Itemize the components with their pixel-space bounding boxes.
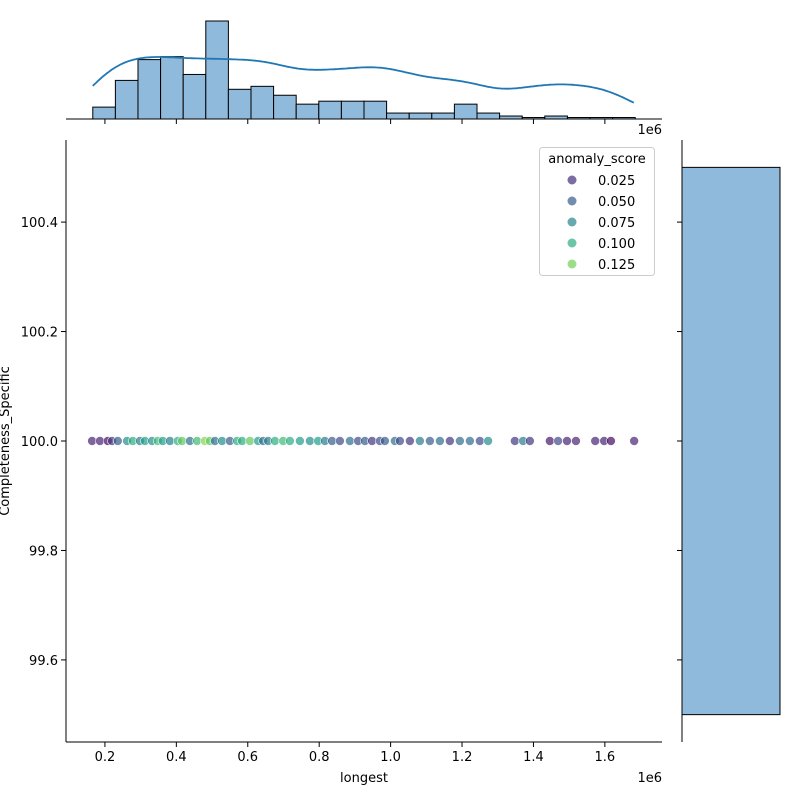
scatter-point (270, 436, 280, 446)
histogram-bar (114, 79, 139, 120)
y-tick-label: 100.0 (21, 435, 58, 450)
right-marginal-histogram (677, 140, 781, 742)
scatter-point (415, 436, 425, 446)
scatter-point (245, 436, 255, 446)
scatter-point (285, 436, 295, 446)
histogram-bar (408, 112, 433, 120)
scatter-point (455, 436, 465, 446)
histogram-bar (476, 112, 501, 120)
scatter-point (405, 436, 415, 446)
histogram-bar (431, 112, 455, 120)
scatter-point (395, 436, 405, 446)
histogram-bar (182, 73, 207, 120)
scatter-point (562, 436, 572, 446)
histogram-bar (273, 94, 297, 120)
legend-marker (567, 196, 577, 206)
legend-marker (567, 259, 577, 269)
x-tick-label: 1.6 (595, 750, 616, 765)
scatter-point (380, 436, 390, 446)
x-tick-label: 0.4 (166, 750, 187, 765)
legend-marker (567, 238, 577, 248)
legend-label: 0.125 (598, 258, 635, 273)
scatter-point (295, 436, 305, 446)
histogram-bar (92, 106, 116, 120)
histogram-bar (137, 59, 162, 120)
x-offset-label: 1e6 (637, 771, 662, 786)
y-tick-label: 99.8 (29, 544, 58, 559)
x-tick-label: 1.2 (452, 750, 473, 765)
scatter-point (629, 436, 639, 446)
scatter-point (545, 436, 555, 446)
legend: anomaly_score 0.025 0.050 0.075 0.100 0.125 (539, 147, 655, 276)
scatter-axes: 0.2 0.4 0.6 0.8 1.0 1.2 1.4 1.6 99.6 99.8 100.0 100… (21, 140, 662, 765)
scatter-point (475, 436, 485, 446)
y-axis-label: Completeness_Specific (0, 366, 13, 516)
scatter-point (571, 436, 581, 446)
histogram-bar (205, 20, 229, 120)
histogram-bar (160, 56, 184, 120)
scatter-point (510, 436, 520, 446)
scatter-point (465, 436, 475, 446)
legend-marker (567, 217, 577, 227)
scatter-point (553, 436, 563, 446)
scatter-point (525, 436, 535, 446)
histogram-bar (227, 88, 252, 120)
x-tick-label: 1.0 (380, 750, 401, 765)
x-tick-label: 0.2 (95, 750, 116, 765)
histogram-bar (521, 117, 546, 120)
scatter-point (335, 436, 345, 446)
top-offset-label: 1e6 (637, 123, 662, 138)
scatter-point (606, 436, 616, 446)
legend-label: 0.050 (598, 195, 635, 210)
histogram-bar (363, 100, 388, 120)
top-marginal-histogram (66, 20, 662, 124)
legend-label: 0.025 (598, 174, 635, 189)
histogram-bar (386, 112, 410, 120)
x-tick-label: 0.8 (309, 750, 330, 765)
histogram-bar (318, 100, 342, 120)
kde-line (92, 56, 635, 104)
legend-marker (567, 175, 577, 185)
scatter-point (345, 436, 355, 446)
x-tick-label: 0.6 (237, 750, 258, 765)
scatter-point (435, 436, 445, 446)
histogram-bar (295, 103, 320, 120)
scatter-point (425, 436, 435, 446)
histogram-bar (612, 117, 636, 120)
scatter-point (590, 436, 601, 446)
legend-label: 0.075 (598, 216, 635, 231)
legend-label: 0.100 (598, 237, 635, 252)
histogram-bar (453, 103, 478, 120)
scatter-point (112, 436, 123, 446)
y-tick-label: 100.4 (21, 216, 58, 231)
legend-title: anomaly_score (548, 152, 646, 167)
histogram-bar (250, 85, 275, 120)
histogram-bar (544, 115, 568, 120)
x-tick-label: 1.4 (523, 750, 544, 765)
histogram-bar (589, 117, 614, 120)
scatter-point (445, 436, 455, 446)
histogram-bar (499, 115, 523, 120)
x-axis-label: longest (340, 771, 388, 786)
histogram-bar (340, 100, 365, 120)
histogram-bar (566, 117, 591, 120)
histogram-bar (681, 166, 781, 716)
scatter-point (483, 436, 493, 446)
y-tick-label: 99.6 (29, 654, 58, 669)
y-tick-label: 100.2 (21, 326, 58, 341)
scatter-point (305, 436, 315, 446)
